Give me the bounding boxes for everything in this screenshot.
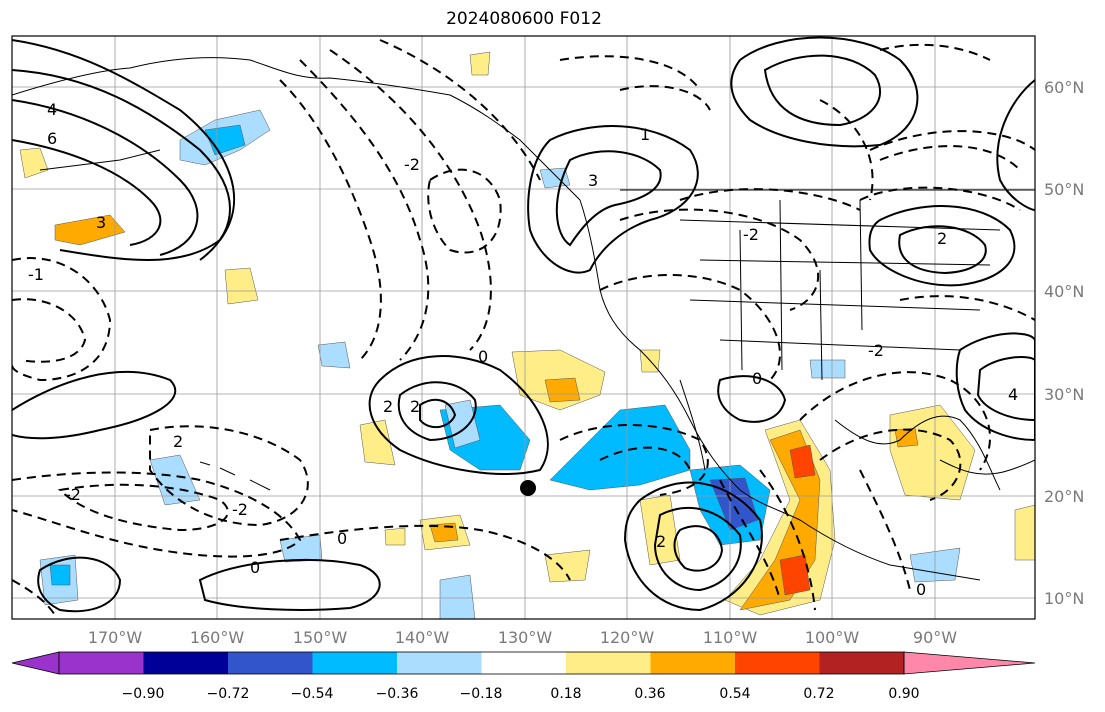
contour-label: 0 (478, 347, 488, 366)
colorbar-swatch (735, 652, 820, 674)
contour-label: 4 (47, 100, 57, 119)
contour-label: 3 (96, 213, 106, 232)
longitude-labels: 170°W 160°W 150°W 140°W 130°W 120°W 110°… (88, 628, 957, 647)
lat-label: 10°N (1044, 589, 1084, 608)
colorbar-swatch (566, 652, 651, 674)
lon-label: 90°W (913, 628, 957, 647)
colorbar-label: −0.18 (460, 686, 503, 702)
colorbar-label: 0.90 (888, 686, 919, 702)
contour-label: 3 (588, 171, 598, 190)
contour-label: 1 (640, 125, 650, 144)
colorbar-swatch (819, 652, 904, 674)
colorbar-label: 0.36 (634, 686, 665, 702)
map-title: 2024080600 F012 (446, 9, 602, 29)
colorbar-label: −0.72 (207, 686, 250, 702)
colorbar-frame (58, 651, 905, 675)
contour-label: 0 (752, 369, 762, 388)
lon-label: 130°W (498, 628, 553, 647)
colorbar-extend-high (903, 651, 1036, 675)
shading-layer (19, 51, 1035, 619)
colorbar (11, 651, 1036, 675)
coastlines (12, 57, 1035, 581)
contour-label: 2 (410, 397, 420, 416)
colorbar-swatch (481, 652, 566, 674)
contour-label: 4 (1008, 385, 1018, 404)
contours-solid (12, 36, 1035, 613)
contour-label: -2 (404, 155, 420, 174)
colorbar-swatch (59, 652, 144, 674)
lat-label: 40°N (1044, 282, 1084, 301)
contour-label: -2 (232, 500, 248, 519)
lon-label: 110°W (703, 628, 758, 647)
contour-label: 2 (937, 229, 947, 248)
lat-label: 30°N (1044, 385, 1084, 404)
contour-labels: 0 2 -2 3 4 6 1 -1 0 2 -2 0 2 0 -2 3 2 -2… (28, 100, 1018, 599)
colorbar-label: −0.54 (291, 686, 334, 702)
latitude-labels: 60°N 50°N 40°N 30°N 20°N 10°N (1044, 78, 1084, 608)
contour-label: 0 (337, 529, 347, 548)
colorbar-label: −0.90 (122, 686, 165, 702)
colorbar-swatch (650, 652, 735, 674)
lat-label: 50°N (1044, 180, 1084, 199)
contour-label: 0 (916, 580, 926, 599)
lon-label: 160°W (190, 628, 245, 647)
contour-label: -2 (743, 225, 759, 244)
contour-label: 2 (656, 532, 666, 551)
lon-label: 100°W (805, 628, 860, 647)
colorbar-swatch (143, 652, 228, 674)
lat-label: 20°N (1044, 487, 1084, 506)
lon-label: 140°W (395, 628, 450, 647)
contour-label: 2 (173, 432, 183, 451)
colorbar-label: 0.54 (719, 686, 750, 702)
map-plot-area: 0 2 -2 3 4 6 1 -1 0 2 -2 0 2 0 -2 3 2 -2… (12, 36, 1035, 619)
contour-label: 6 (47, 129, 57, 148)
contour-label: -1 (28, 265, 44, 284)
lon-label: 170°W (88, 628, 143, 647)
colorbar-extend-low (11, 651, 60, 675)
map-frame (11, 35, 1036, 620)
colorbar-swatch (397, 652, 482, 674)
contours-dashed (12, 39, 1035, 616)
contour-label: 0 (250, 558, 260, 577)
lon-label: 120°W (600, 628, 655, 647)
storm-center-marker (520, 480, 536, 496)
lon-label: 150°W (293, 628, 348, 647)
colorbar-swatch (312, 652, 397, 674)
contour-label: 2 (383, 397, 393, 416)
colorbar-label: 0.18 (550, 686, 581, 702)
colorbar-label: −0.36 (376, 686, 419, 702)
colorbar-labels: −0.90 −0.72 −0.54 −0.36 −0.18 0.18 0.36 … (122, 686, 920, 702)
colorbar-swatch (228, 652, 313, 674)
colorbar-label: 0.72 (803, 686, 834, 702)
contour-label: -2 (868, 341, 884, 360)
lat-label: 60°N (1044, 78, 1084, 97)
contour-label: -2 (65, 485, 81, 504)
